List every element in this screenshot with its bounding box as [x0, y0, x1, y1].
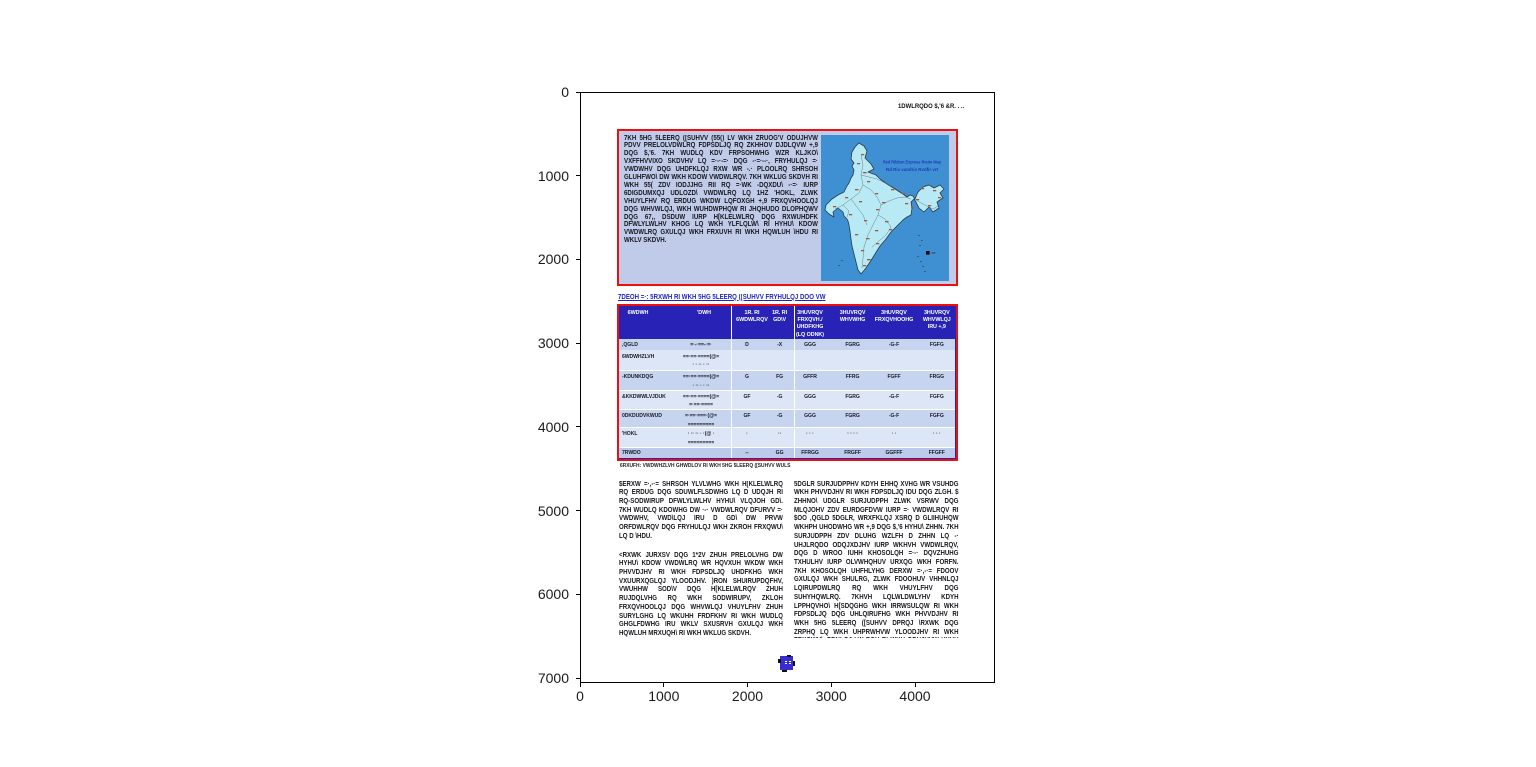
svg-text:Red Ribbon Express Route Map: Red Ribbon Express Route Map	[883, 159, 941, 164]
svg-text:Rd Rix vandrix Rvdfir vrt: Rd Rix vandrix Rvdfir vrt	[886, 167, 938, 172]
